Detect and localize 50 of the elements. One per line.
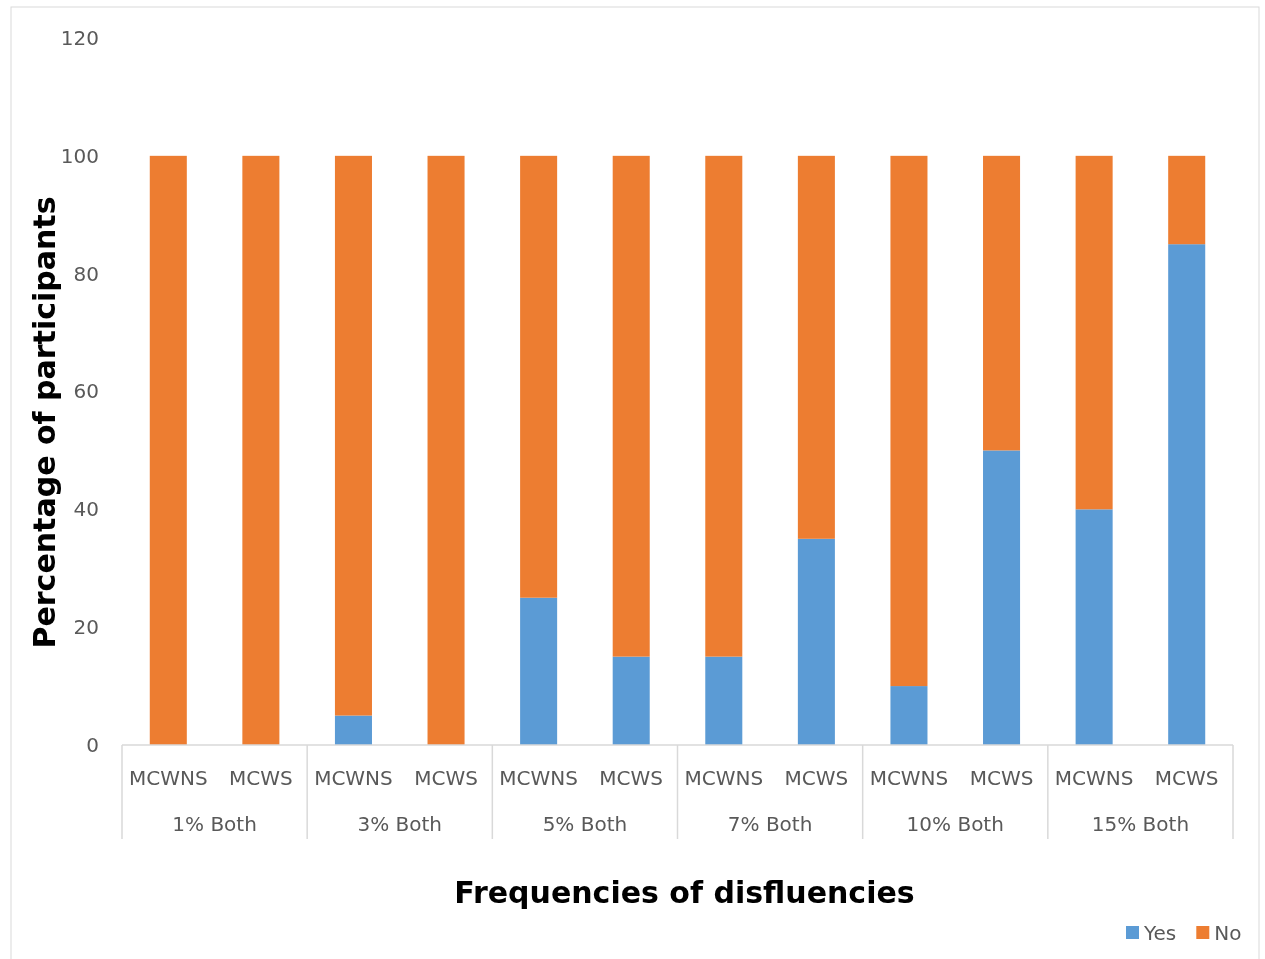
y-tick-label: 100 (60, 143, 99, 168)
y-tick-label: 80 (73, 261, 99, 286)
bar (612, 155, 650, 657)
legend-label: No (1214, 921, 1242, 945)
text: 3% Both (357, 812, 443, 836)
y-axis-title: Percentage of participants (27, 196, 62, 649)
bar (1075, 155, 1113, 510)
x-tick-label: MCWS (414, 766, 478, 790)
bar (890, 686, 928, 745)
x-tick-label: MCWS (969, 766, 1034, 790)
bar (1075, 509, 1113, 745)
text: 7% Both (727, 812, 813, 836)
text: 1% Both (172, 812, 257, 836)
x-axis-title: Frequencies of disfluencies (454, 875, 915, 910)
bar (705, 155, 743, 657)
bar (242, 155, 280, 745)
bar (890, 155, 928, 687)
bar (705, 656, 743, 745)
text: 15% Both (1091, 812, 1190, 836)
x-tick-label: MCWS (1154, 766, 1219, 790)
text: 5% Both (542, 812, 628, 836)
x-tick-label: MCWNS (684, 766, 764, 790)
legend-label: Yes (1143, 921, 1177, 945)
bar (334, 715, 372, 745)
bar (520, 155, 558, 598)
x-tick-label: MCWS (784, 766, 849, 790)
x-tick-label: MCWNS (869, 766, 949, 790)
bar (520, 597, 558, 745)
bar (797, 538, 835, 745)
bar (149, 155, 187, 745)
bar (334, 155, 372, 716)
bar (1168, 244, 1206, 745)
x-tick-label: MCWNS (128, 766, 208, 790)
y-tick-label: 40 (73, 497, 99, 522)
text: 10% Both (906, 812, 1004, 836)
x-tick-label: MCWNS (499, 766, 578, 790)
y-tick-label: 60 (73, 379, 99, 404)
y-tick-label: 0 (86, 732, 99, 757)
bar (983, 155, 1021, 451)
x-tick-label: MCWS (229, 766, 293, 790)
bar (797, 155, 835, 539)
bar (612, 656, 650, 745)
x-tick-label: MCWS (599, 766, 664, 790)
x-tick-label: MCWNS (1054, 766, 1134, 790)
bar (427, 155, 465, 745)
bar (1168, 155, 1206, 245)
x-tick-label: MCWNS (314, 766, 393, 790)
y-tick-label: 20 (73, 615, 99, 640)
y-tick-label: 120 (60, 25, 99, 50)
bar (983, 450, 1021, 745)
